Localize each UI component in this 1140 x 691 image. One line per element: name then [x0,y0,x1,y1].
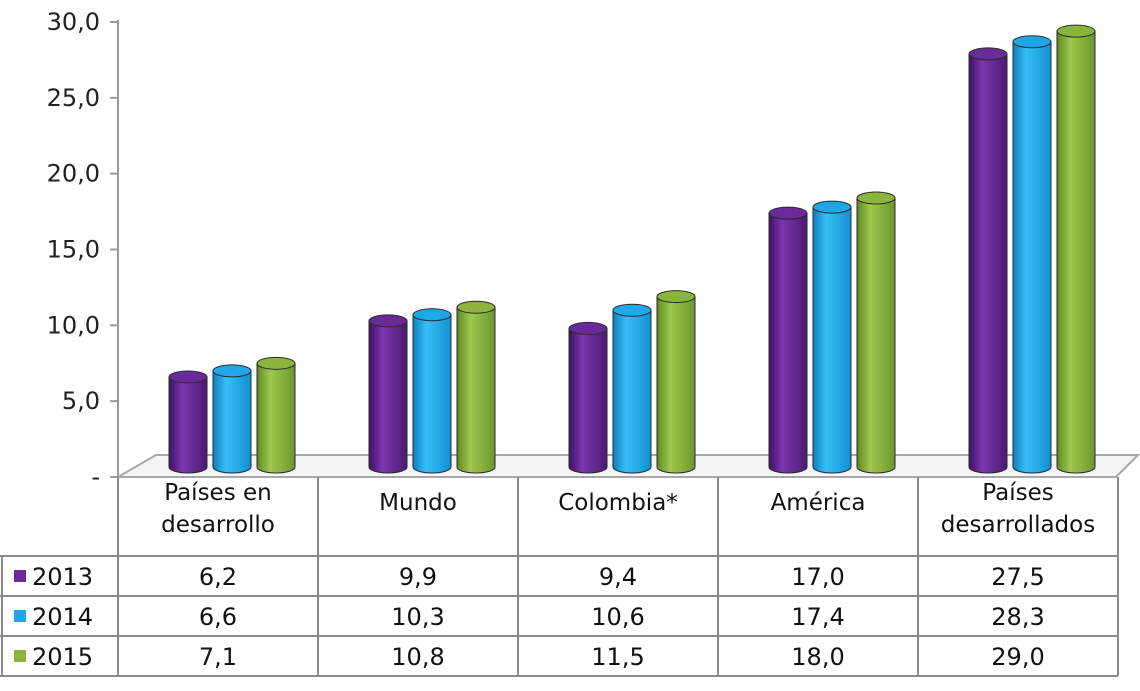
category-label: Colombia* [558,490,678,516]
category-label: Mundo [379,490,457,516]
bar-top-2015-cat4 [1056,24,1096,38]
data-label: 10,3 [391,603,444,631]
category-label: Países [982,480,1053,506]
bar-2015-cat4 [1056,30,1096,474]
bar-top-2014-cat1 [412,308,452,322]
data-label: 29,0 [991,643,1044,671]
bar-2015-cat1 [456,306,496,474]
bar-2013-cat4 [968,53,1008,474]
data-label: 27,5 [991,563,1044,591]
bar-top-2015-cat1 [456,300,496,314]
y-tick-label: - [91,463,100,491]
bar-top-2014-cat2 [612,303,652,317]
bar-2013-cat0 [168,376,208,474]
bar-2015-cat2 [656,296,696,474]
bar-2014-cat4 [1012,41,1052,474]
bar-top-2014-cat0 [212,364,252,378]
bar-2015-cat3 [856,197,896,474]
bar-2013-cat2 [568,327,608,474]
bar-top-2015-cat3 [856,191,896,205]
bar-2013-cat3 [768,212,808,474]
bar-2014-cat1 [412,314,452,474]
data-label: 6,2 [199,563,237,591]
y-tick-label: 5,0 [62,387,100,415]
bar-2014-cat0 [212,370,252,474]
category-label: desarrollo [161,512,275,538]
category-label: desarrollados [941,512,1095,538]
category-label: Países en [164,480,271,506]
bar-top-2013-cat3 [768,206,808,220]
category-label: América [771,490,866,516]
bar-2014-cat3 [812,206,852,474]
bar-2014-cat2 [612,309,652,474]
data-table: Países en desarrollo Mundo Colombia* América… [0,477,1119,677]
data-label: 11,5 [591,643,644,671]
legend-swatch-2015 [14,650,26,662]
data-label: 7,1 [199,643,237,671]
data-label: 17,0 [791,563,844,591]
data-label: 9,9 [399,563,437,591]
bar-2015-cat0 [256,362,296,474]
data-label: 6,6 [199,603,237,631]
data-label: 10,8 [391,643,444,671]
y-tick-label: 20,0 [47,160,100,188]
legend-swatch-2013 [14,570,26,582]
data-label: 10,6 [591,603,644,631]
y-tick-label: 25,0 [47,84,100,112]
legend-label-2013: 2013 [32,563,93,591]
bar-top-2015-cat2 [656,290,696,304]
bars-layer [168,24,1096,474]
bar-top-2014-cat4 [1012,35,1052,49]
legend-label-2015: 2015 [32,643,93,671]
y-tick-label: 15,0 [47,236,100,264]
data-label: 17,4 [791,603,844,631]
bar-top-2015-cat0 [256,356,296,370]
legend-swatch-2014 [14,610,26,622]
bar-2013-cat1 [368,320,408,474]
data-label: 28,3 [991,603,1044,631]
bar-top-2014-cat3 [812,200,852,214]
bar-top-2013-cat0 [168,370,208,384]
legend-label-2014: 2014 [32,603,93,631]
y-tick-label: 30,0 [47,8,100,36]
y-tick-label: 10,0 [47,311,100,339]
data-label: 9,4 [599,563,637,591]
bar-top-2013-cat1 [368,314,408,328]
data-label: 18,0 [791,643,844,671]
bar-top-2013-cat2 [568,321,608,335]
bar-top-2013-cat4 [968,47,1008,61]
